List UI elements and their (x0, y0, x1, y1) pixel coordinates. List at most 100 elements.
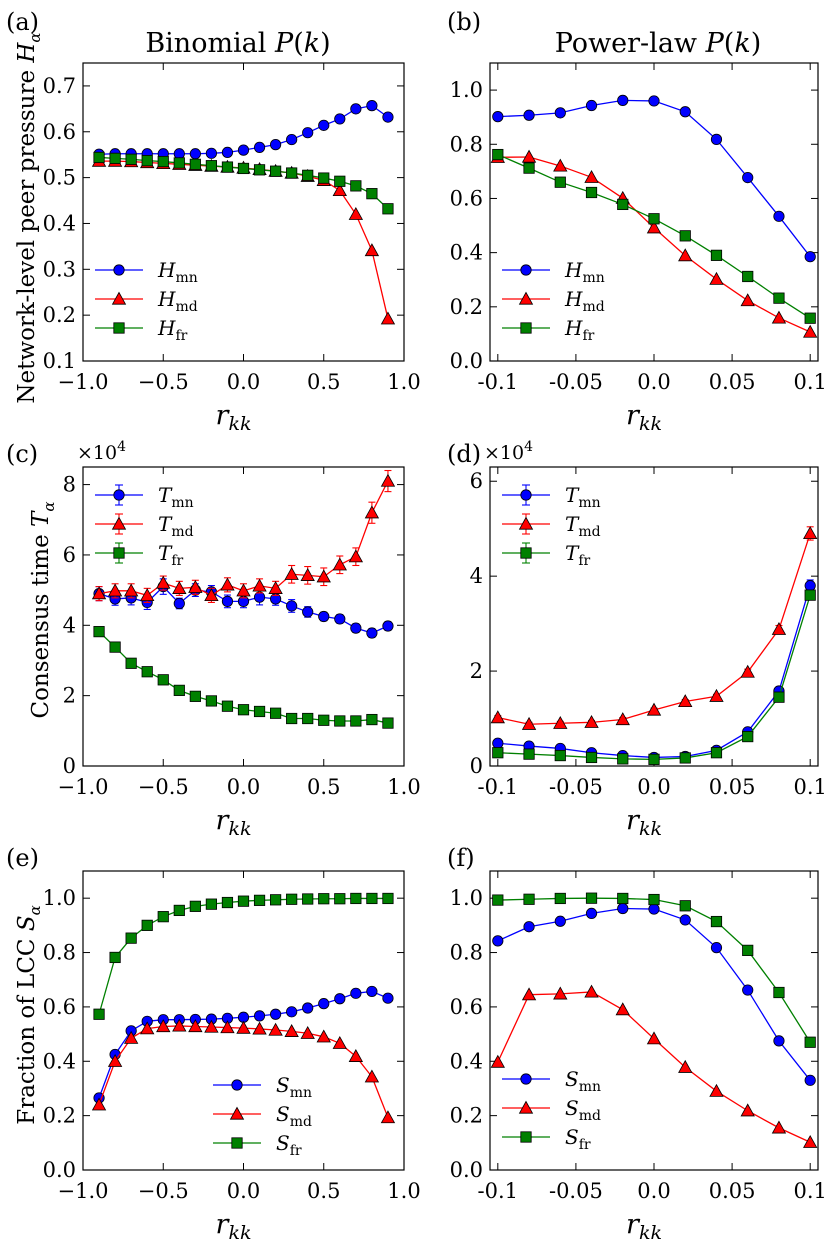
data-point-fr (173, 157, 185, 169)
x-tick-label: 0.05 (709, 370, 756, 394)
data-point-fr (585, 186, 598, 199)
series-line-fr (497, 594, 811, 761)
data-point-fr (334, 893, 346, 905)
data-point-md (236, 583, 251, 597)
legend-marker-fr (113, 322, 125, 334)
data-point-mn (253, 141, 266, 153)
y-tick-label: 0.4 (450, 241, 483, 265)
x-axis-label: rkk (626, 805, 662, 840)
data-point-fr (350, 892, 362, 905)
data-point-fr (350, 715, 362, 727)
legend-label-fr: Sfr (565, 1125, 591, 1153)
data-point-md (300, 1025, 315, 1039)
panel-c: (c) −1.0 −0.5 0.0 0.5 1.0 0 2 4 6 8×104 rkk TmnTmdTf… (6, 439, 421, 840)
legend-label-mn: Smn (276, 1073, 312, 1101)
series-fr (93, 151, 394, 215)
x-tick-label: 0.5 (307, 1179, 340, 1203)
data-point-md (740, 1103, 755, 1117)
data-point-fr (237, 162, 250, 175)
data-point-md (268, 1022, 283, 1036)
data-point-mn (523, 109, 535, 121)
data-point-md (678, 1059, 693, 1073)
panel-label: (d) (447, 440, 481, 468)
data-point-md (172, 1018, 187, 1032)
y-tick-label: 1.0 (43, 886, 76, 910)
data-point-fr (286, 167, 298, 179)
axes-frame (489, 62, 819, 362)
legend-marker-md (229, 1106, 245, 1120)
data-point-mn (334, 113, 346, 125)
data-point-md (268, 581, 283, 594)
data-point-fr (141, 155, 153, 167)
x-tick-label: 0.0 (227, 370, 260, 394)
legend-label-fr: Hfr (564, 316, 595, 344)
y-tick-label: 2 (470, 659, 483, 683)
data-point-fr (157, 155, 169, 168)
data-point-mn (334, 613, 346, 625)
y-tick-label: 2 (63, 684, 76, 708)
data-point-fr (221, 896, 234, 909)
data-point-fr (253, 164, 266, 176)
y-tick-label: 0.2 (43, 1104, 76, 1128)
legend-marker-fr (520, 1131, 532, 1143)
y-tick-label: 0.4 (450, 1049, 483, 1073)
data-point-md (646, 702, 662, 716)
data-point-fr (382, 892, 394, 905)
panel-d: (d) -0.1 -0.05 0.0 0.05 0.1 0 2 4 6×104 rkk TmnTmdT… (447, 439, 827, 840)
data-point-mn (286, 600, 298, 612)
data-point-fr (205, 160, 217, 172)
x-axis-label: rkk (216, 805, 252, 840)
data-point-md (316, 569, 331, 583)
series-fr (492, 589, 816, 765)
legend-marker-md (518, 291, 534, 305)
x-tick-label: 1.0 (387, 775, 420, 799)
data-point-fr (585, 892, 598, 904)
legend-label-md: Hmd (157, 287, 198, 315)
data-point-md (284, 1024, 299, 1037)
y-multiplier: ×104 (77, 439, 126, 464)
x-tick-label: 0.0 (227, 1179, 260, 1203)
x-tick-label: −1.0 (58, 775, 109, 799)
data-point-mn (679, 106, 691, 118)
x-tick-label: 0.05 (709, 1179, 756, 1203)
y-tick-label: 0 (470, 754, 483, 778)
data-point-fr (804, 312, 816, 324)
data-point-fr (492, 894, 504, 906)
series-md (490, 526, 818, 730)
series-md (490, 149, 818, 338)
ylabel-peer-pressure: Network-level peer pressure Hα (14, 32, 44, 403)
legend-label-md: Smd (276, 1102, 312, 1130)
data-point-mn (648, 903, 660, 915)
data-point-fr (141, 919, 153, 931)
legend-label-fr: Tfr (158, 541, 184, 569)
data-point-fr (221, 161, 234, 173)
x-axis-label: rkk (216, 1209, 252, 1242)
data-point-fr (93, 151, 105, 164)
data-point-mn (221, 595, 234, 607)
y-tick-label: 0.5 (43, 166, 76, 190)
data-point-mn (679, 914, 691, 926)
series-mn (492, 902, 816, 1086)
data-point-md (380, 1110, 396, 1124)
legend-marker-mn (231, 1079, 243, 1091)
data-point-md (771, 1120, 787, 1134)
data-point-mn (350, 622, 362, 634)
data-point-md (220, 577, 235, 591)
series-line-fr (497, 153, 811, 319)
legend-label-fr: Hfr (157, 316, 188, 344)
data-point-fr (173, 904, 185, 917)
ylabel-fraction-lcc: Fraction of LCC Sα (14, 905, 44, 1124)
data-point-fr (366, 188, 378, 200)
data-point-mn (302, 127, 314, 139)
data-point-md (521, 716, 537, 730)
data-point-mn (773, 210, 785, 222)
data-point-fr (617, 753, 629, 765)
series-line-md (98, 1025, 389, 1118)
ylabel-consensus-time: Consensus time Tα (28, 501, 58, 718)
data-point-mn (286, 133, 298, 146)
y-multiplier: ×104 (484, 439, 533, 464)
y-tick-label: 0 (63, 754, 76, 778)
panel-e: (e) −1.0 −0.5 0.0 0.5 1.0 0.0 0.2 0.4 0.6 0.8 1.0 rk… (6, 844, 421, 1242)
data-point-md (188, 1019, 203, 1033)
